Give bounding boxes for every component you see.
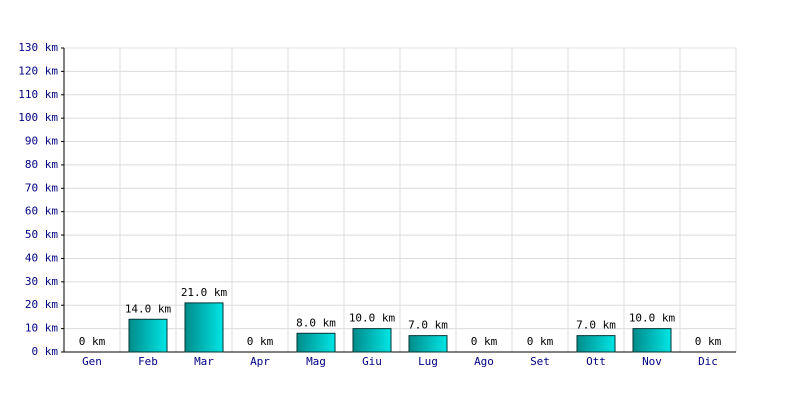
y-tick-label: 30 km xyxy=(25,275,58,288)
x-tick-label: Apr xyxy=(250,355,270,368)
y-tick-label: 20 km xyxy=(25,298,58,311)
value-label: 0 km xyxy=(471,335,498,348)
x-tick-label: Mag xyxy=(306,355,326,368)
value-label: 7.0 km xyxy=(408,319,448,332)
x-tick-label: Giu xyxy=(362,355,382,368)
value-label: 0 km xyxy=(695,335,722,348)
y-tick-label: 120 km xyxy=(18,64,58,77)
bar xyxy=(576,335,616,353)
bar xyxy=(352,328,392,353)
value-label: 0 km xyxy=(527,335,554,348)
value-label: 7.0 km xyxy=(576,319,616,332)
x-tick-label: Gen xyxy=(82,355,102,368)
y-tick-label: 80 km xyxy=(25,158,58,171)
y-tick-label: 100 km xyxy=(18,111,58,124)
y-tick-label: 110 km xyxy=(18,88,58,101)
value-label: 14.0 km xyxy=(125,302,172,315)
y-tick-label: 10 km xyxy=(25,322,58,335)
value-label: 0 km xyxy=(79,335,106,348)
bar xyxy=(128,318,168,353)
x-tick-label: Dic xyxy=(698,355,718,368)
y-tick-label: 130 km xyxy=(18,41,58,54)
value-label: 10.0 km xyxy=(349,312,396,325)
value-label: 8.0 km xyxy=(296,316,336,329)
y-tick-label: 60 km xyxy=(25,205,58,218)
y-tick-label: 40 km xyxy=(25,251,58,264)
x-tick-label: Set xyxy=(530,355,550,368)
bar xyxy=(296,332,336,353)
y-tick-label: 90 km xyxy=(25,135,58,148)
x-tick-label: Lug xyxy=(418,355,438,368)
x-tick-label: Ago xyxy=(474,355,494,368)
x-tick-label: Nov xyxy=(642,355,662,368)
bar xyxy=(632,328,672,353)
y-tick-label: 0 km xyxy=(32,345,59,358)
x-tick-label: Feb xyxy=(138,355,158,368)
x-tick-label: Mar xyxy=(194,355,214,368)
value-label: 0 km xyxy=(247,335,274,348)
x-tick-label: Ott xyxy=(586,355,606,368)
bar xyxy=(184,302,224,353)
value-label: 10.0 km xyxy=(629,312,676,325)
value-label: 21.0 km xyxy=(181,286,228,299)
y-tick-label: 50 km xyxy=(25,228,58,241)
y-tick-label: 70 km xyxy=(25,181,58,194)
bar xyxy=(408,335,448,353)
